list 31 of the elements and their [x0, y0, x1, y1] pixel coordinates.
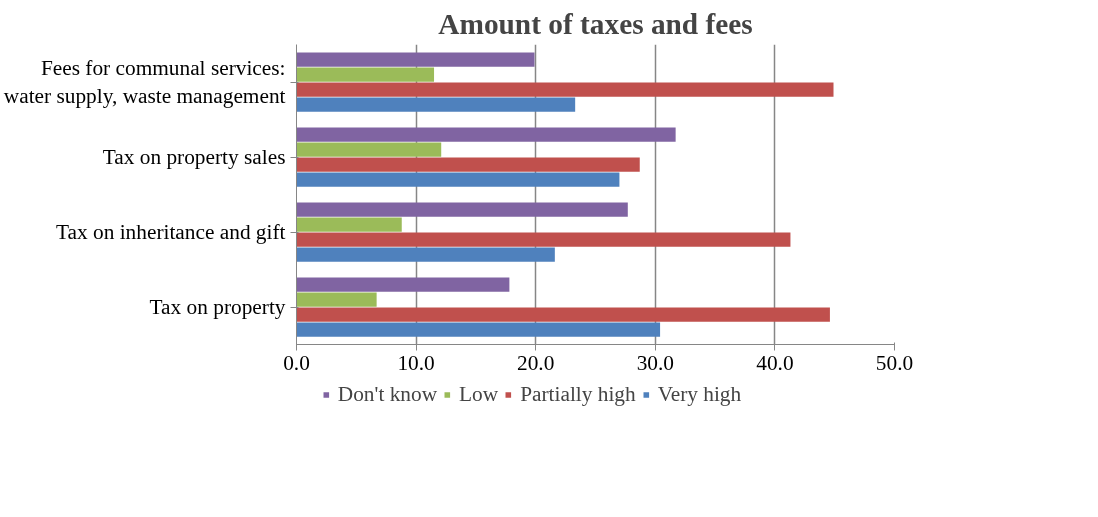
bar — [296, 82, 834, 97]
bar — [296, 292, 377, 307]
legend-label: Low — [459, 381, 499, 407]
x-tick-label: 50.0 — [875, 350, 914, 375]
legend-label: Don't know — [337, 381, 438, 407]
bar — [296, 157, 640, 172]
x-tick-label: 10.0 — [397, 350, 435, 375]
x-tick-label: 30.0 — [636, 350, 674, 375]
bar — [296, 247, 555, 262]
x-tick-label: 20.0 — [517, 350, 555, 375]
x-tick-label: 0.0 — [283, 350, 310, 375]
bar — [296, 127, 676, 142]
x-tick-label: 40.0 — [756, 350, 794, 375]
legend-label: Partially high — [520, 381, 636, 407]
chart-title: Amount of taxes and fees — [438, 7, 753, 40]
y-tick-label: Tax on property sales — [102, 145, 286, 169]
y-tick-label: Tax on inheritance and gift — [56, 220, 286, 244]
bar — [296, 172, 620, 187]
bar — [296, 202, 628, 217]
bar — [296, 142, 442, 157]
bar — [296, 67, 435, 82]
bar — [296, 52, 535, 67]
bar — [296, 277, 510, 292]
legend-label: Very high — [657, 381, 742, 407]
bar — [296, 97, 576, 112]
bar — [296, 217, 402, 232]
bar — [296, 232, 791, 247]
y-tick-label: Fees for communal services: water supply, waste management — [3, 55, 286, 109]
bar — [296, 307, 830, 322]
bar — [296, 322, 661, 337]
y-tick-label: Tax on property — [149, 295, 286, 319]
